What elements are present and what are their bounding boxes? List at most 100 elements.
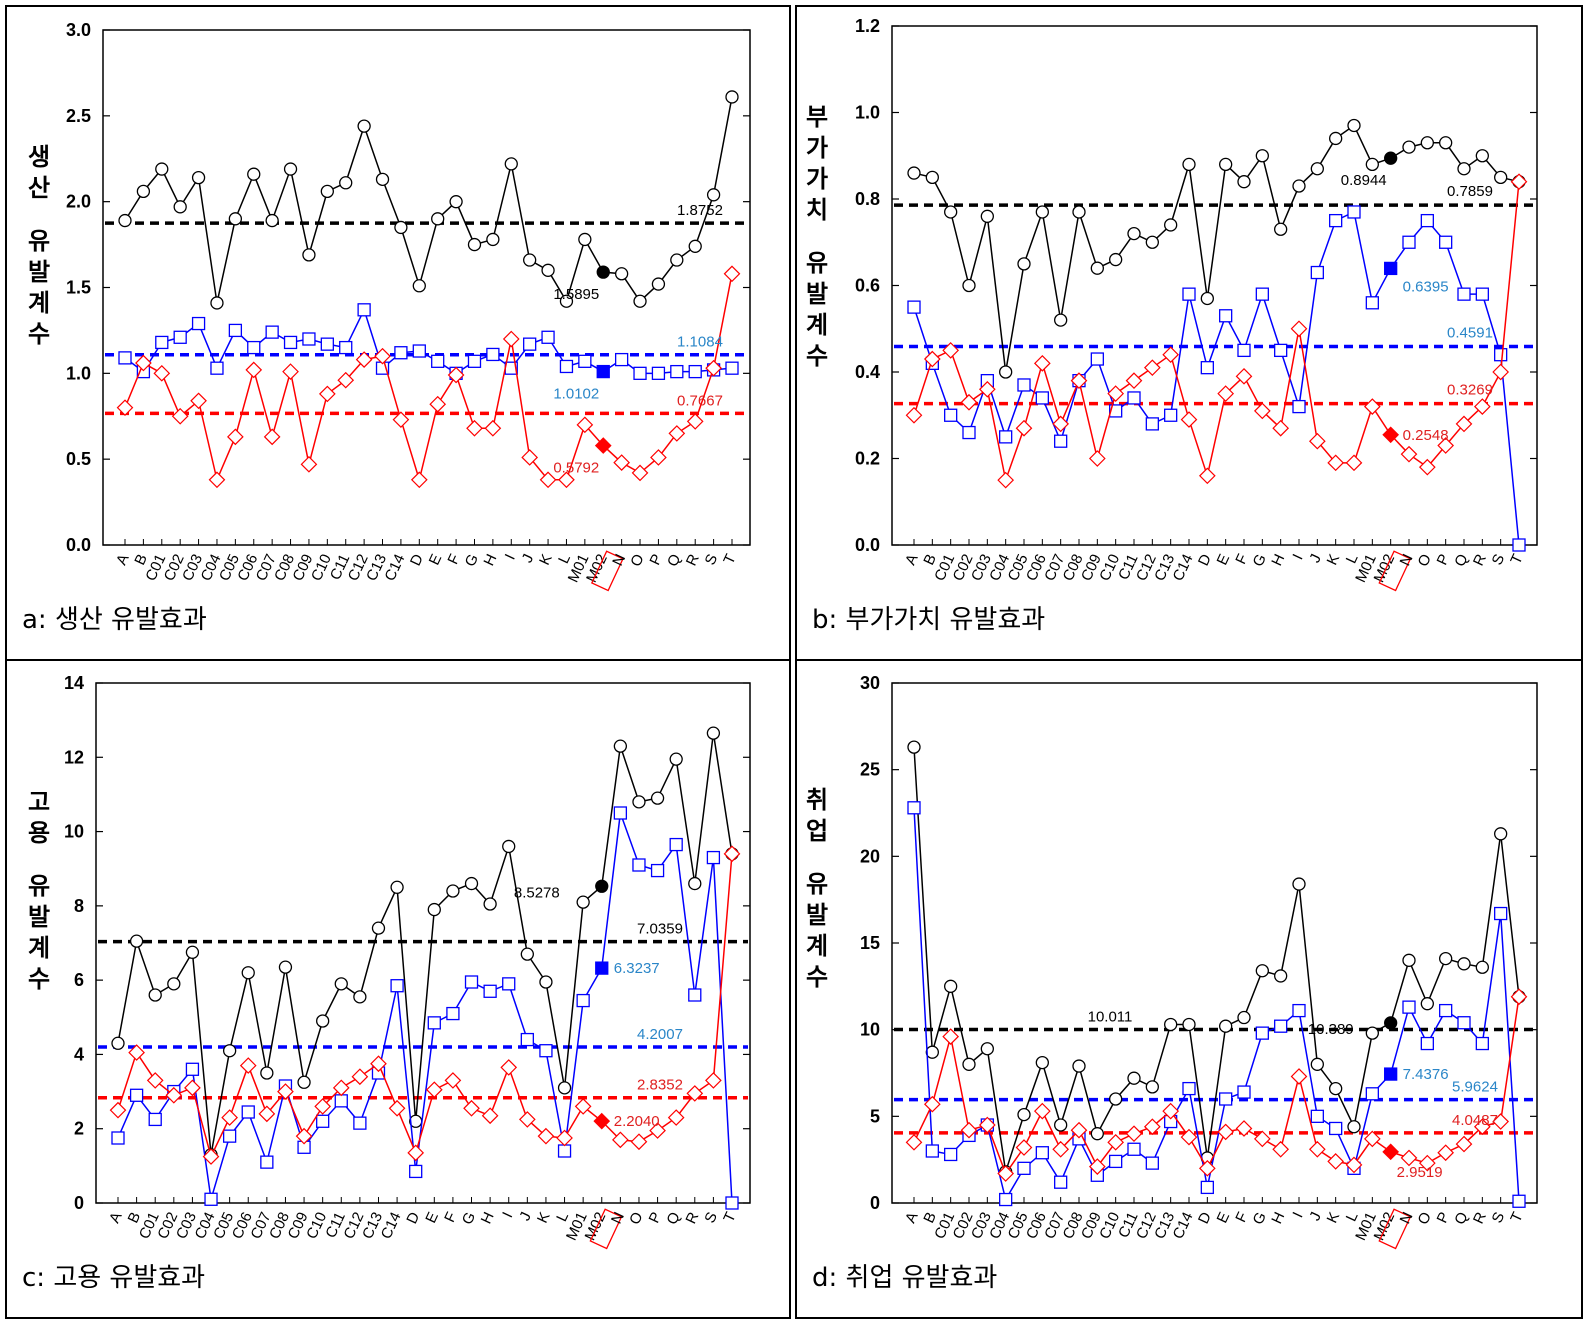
- x-tick-label: I: [499, 1210, 516, 1221]
- data-point-black: [1017, 1107, 1031, 1122]
- data-point-red: [537, 1127, 555, 1145]
- data-point-blue: [1035, 1146, 1049, 1160]
- data-point-black: [1237, 175, 1251, 189]
- data-point-blue: [596, 364, 610, 379]
- data-point-blue: [669, 837, 683, 852]
- data-point-black: [1219, 1019, 1233, 1033]
- data-point-black: [1329, 1081, 1343, 1096]
- data-point-red: [1217, 1123, 1235, 1141]
- data-point-black: [1255, 964, 1269, 978]
- data-point-black: [559, 294, 574, 308]
- data-point-black: [431, 212, 445, 226]
- data-point-red: [481, 1107, 499, 1125]
- data-point-black: [136, 184, 151, 199]
- data-point-black: [688, 876, 702, 891]
- data-point-red: [116, 399, 134, 417]
- data-point-black: [297, 1075, 311, 1089]
- data-point-black: [412, 279, 426, 293]
- data-point-black: [148, 988, 162, 1002]
- data-point-blue: [1164, 408, 1178, 422]
- data-point-black: [427, 902, 441, 917]
- highlight-label-red: 0.5792: [553, 460, 599, 477]
- mean-label-blue: 0.4591: [1447, 324, 1493, 341]
- data-point-black: [1054, 313, 1068, 327]
- data-point-red: [1455, 415, 1473, 433]
- data-point-black: [1109, 252, 1123, 267]
- data-point-red: [631, 464, 649, 482]
- data-point-blue: [316, 1114, 330, 1128]
- highlight-label-blue: 1.0102: [553, 386, 599, 403]
- data-point-red: [1308, 1140, 1326, 1158]
- data-point-red: [1327, 454, 1345, 472]
- data-point-black: [925, 170, 939, 185]
- data-point-red: [263, 428, 281, 446]
- data-point-black: [302, 248, 316, 262]
- data-point-blue: [222, 1129, 237, 1143]
- data-point-blue: [925, 1144, 939, 1158]
- data-point-blue: [1200, 1180, 1214, 1195]
- highlight-label-red: 0.2548: [1403, 427, 1449, 444]
- y-tick-label: 0.8: [855, 189, 880, 209]
- data-point-blue: [1512, 538, 1526, 552]
- data-point-blue: [688, 364, 702, 379]
- data-point-black: [1420, 997, 1434, 1011]
- data-point-blue: [999, 1192, 1013, 1207]
- data-point-red: [1492, 363, 1510, 381]
- data-point-black: [651, 277, 666, 291]
- data-point-black: [467, 237, 482, 252]
- series-line-blue: [124, 307, 733, 375]
- y-tick-label: 0: [74, 1193, 84, 1213]
- data-point-blue: [1365, 1087, 1379, 1101]
- data-point-blue: [1402, 1000, 1416, 1014]
- y-tick-label: 6: [74, 970, 84, 990]
- data-point-blue: [1145, 417, 1159, 431]
- data-point-black: [520, 947, 534, 961]
- data-point-black: [278, 960, 293, 974]
- y-tick-label: 2.0: [66, 192, 91, 212]
- data-point-blue: [1420, 1036, 1434, 1051]
- data-point-blue: [1457, 287, 1471, 301]
- data-point-blue: [1182, 287, 1196, 301]
- data-point-red: [705, 1072, 722, 1089]
- data-point-red: [539, 471, 557, 489]
- y-tick-label: 2.5: [66, 106, 91, 126]
- data-point-red: [444, 1072, 462, 1089]
- data-point-black: [1439, 951, 1453, 966]
- data-point-black: [210, 296, 224, 310]
- series-line-black: [913, 124, 1520, 373]
- data-point-blue: [1494, 348, 1508, 362]
- data-point-red: [593, 1112, 611, 1130]
- y-tick-label: 0.5: [66, 449, 91, 469]
- series-line-blue: [913, 210, 1520, 546]
- data-point-red: [1125, 372, 1143, 389]
- y-tick-label: 4: [74, 1044, 84, 1064]
- data-point-blue: [1237, 343, 1251, 358]
- data-point-red: [1107, 385, 1125, 402]
- y-tick-label: 15: [860, 933, 880, 953]
- data-point-black: [334, 977, 348, 991]
- data-point-black: [1457, 957, 1471, 971]
- data-point-red: [429, 395, 447, 413]
- data-point-red: [318, 385, 336, 403]
- data-point-red: [1033, 355, 1051, 372]
- data-point-black: [247, 167, 261, 181]
- data-point-black: [1035, 205, 1049, 219]
- data-point-black: [706, 188, 721, 202]
- y-tick-label: 0.2: [855, 449, 880, 469]
- data-point-black: [173, 200, 187, 214]
- data-point-black: [449, 195, 463, 209]
- data-point-black: [1402, 140, 1416, 154]
- data-point-black: [502, 839, 516, 854]
- data-point-blue: [409, 1164, 423, 1179]
- data-point-red: [1290, 320, 1308, 338]
- data-point-black: [1365, 1026, 1379, 1040]
- data-point-red: [171, 407, 189, 425]
- data-point-red: [558, 471, 575, 489]
- mean-label-black: 7.0359: [637, 921, 683, 938]
- data-point-blue: [1292, 1003, 1306, 1018]
- data-point-black: [283, 162, 298, 176]
- panel-b: 0.00.20.40.60.81.01.2ABC01C02C03C04C05C0…: [795, 5, 1583, 661]
- data-point-red: [997, 1165, 1015, 1182]
- data-point-black: [228, 212, 243, 226]
- highlight-label-blue: 0.6395: [1403, 278, 1449, 295]
